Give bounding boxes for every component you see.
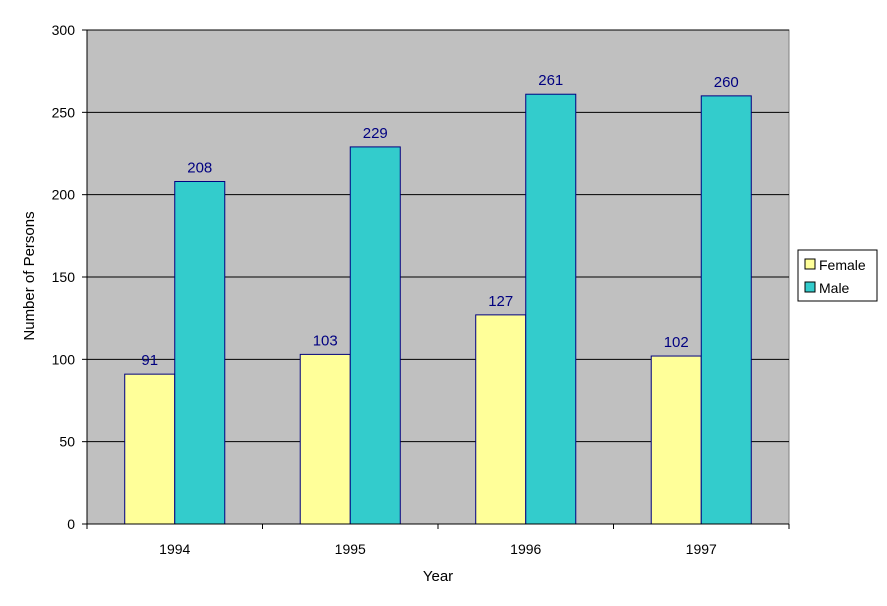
- bar-male-1997: [700, 95, 752, 525]
- legend-label-male: Male: [819, 280, 850, 296]
- y-tick-label: 150: [52, 269, 76, 285]
- legend: Female Male: [797, 249, 878, 302]
- y-tick-label: 100: [52, 351, 76, 367]
- data-label-female-1994: 91: [141, 352, 158, 369]
- bar-female-1994: [124, 373, 176, 525]
- x-tick-label: 1994: [159, 541, 190, 557]
- x-tick-labels: 1994 1995 1996 1997: [159, 541, 717, 557]
- x-tick-label: 1997: [686, 541, 717, 557]
- y-tick-label: 300: [52, 22, 76, 38]
- y-axis-title: Number of Persons: [21, 211, 38, 340]
- bar-male-1995: [349, 146, 401, 525]
- y-tick-label: 50: [59, 434, 75, 450]
- bar-female-1996: [475, 314, 527, 525]
- axes: [82, 29, 790, 529]
- data-labels: 91 208 103 229 127 261 102 260: [141, 72, 738, 369]
- bar-male-1994: [174, 180, 226, 525]
- bar-male-1996: [525, 93, 577, 525]
- legend-label-female: Female: [819, 257, 866, 273]
- data-label-female-1995: 103: [313, 332, 338, 349]
- y-tick-label: 250: [52, 104, 76, 120]
- data-label-male-1995: 229: [363, 125, 388, 142]
- legend-swatch-male: [804, 281, 816, 293]
- x-tick-label: 1996: [510, 541, 541, 557]
- y-tick-label: 200: [52, 187, 76, 203]
- y-tick-label: 0: [67, 516, 75, 532]
- data-label-male-1996: 261: [538, 72, 563, 89]
- x-tick-label: 1995: [335, 541, 366, 557]
- bar-female-1995: [299, 353, 351, 525]
- data-label-female-1996: 127: [488, 293, 513, 310]
- bar-female-1997: [650, 355, 702, 525]
- x-axis-title: Year: [423, 568, 453, 585]
- data-label-female-1997: 102: [664, 334, 689, 351]
- y-tick-labels: 0 50 100 150 200 250 300: [52, 22, 76, 532]
- data-label-male-1994: 208: [187, 159, 212, 176]
- data-label-male-1997: 260: [714, 74, 739, 91]
- bars: [124, 93, 752, 525]
- legend-swatch-female: [804, 258, 816, 270]
